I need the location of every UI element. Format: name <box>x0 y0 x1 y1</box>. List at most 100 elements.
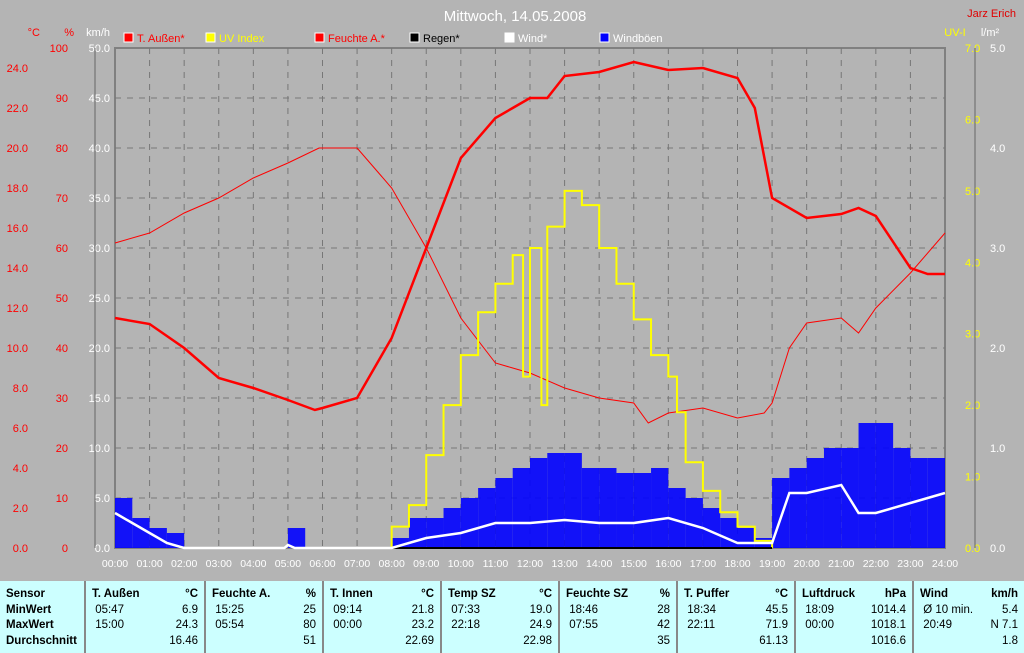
cell: Feuchte A. <box>212 588 271 600</box>
cell: Ø 10 min. <box>920 603 974 616</box>
cell: 07:55 <box>566 619 598 631</box>
table-column: Feuchte A.% 15:25 25 05:54 80 51 <box>206 581 324 653</box>
gust-bar <box>858 423 876 548</box>
cell: 24.3 <box>175 619 198 631</box>
cell: 00:00 <box>802 619 834 631</box>
cell: 22.69 <box>405 634 434 647</box>
x-tick-label: 04:00 <box>240 558 266 570</box>
gust-bar <box>875 423 894 548</box>
axis-tick-temp: 18.0 <box>7 183 28 195</box>
gust-bar <box>391 538 409 548</box>
cell: 71.9 <box>765 619 788 631</box>
x-tick-label: 20:00 <box>794 558 820 570</box>
cell: °C <box>185 588 198 600</box>
axis-tick-wind: 45.0 <box>89 93 110 105</box>
gust-bar <box>910 458 928 548</box>
axis-tick-rain: 2.0 <box>990 343 1005 355</box>
axis-tick-wind: 10.0 <box>89 443 110 455</box>
axis-tick-hum: 100 <box>50 43 68 55</box>
axis-tick-hum: 70 <box>56 193 68 205</box>
legend-label: T. Außen* <box>137 33 185 45</box>
cell: 24.9 <box>529 619 552 631</box>
cell: 20:49 <box>920 619 952 631</box>
gust-bar <box>927 458 945 548</box>
gust-bar <box>737 528 755 548</box>
axis-title-rain: l/m² <box>981 27 1000 39</box>
table-column: Wind km/h Ø 10 min. 5.4 20:49 N 7.1 1.8 <box>914 581 1024 653</box>
axis-tick-hum: 40 <box>56 343 68 355</box>
cell: 23.2 <box>411 619 434 631</box>
cell: 16.46 <box>169 634 198 647</box>
axis-tick-hum: 30 <box>56 393 68 405</box>
axis-tick-wind: 40.0 <box>89 143 110 155</box>
cell: 80 <box>303 619 316 631</box>
cell: Wind <box>920 588 948 600</box>
x-tick-label: 00:00 <box>102 558 128 570</box>
cell: km/h <box>991 588 1018 600</box>
cell: 42 <box>657 619 670 631</box>
axis-tick-temp: 20.0 <box>7 143 28 155</box>
x-tick-label: 01:00 <box>136 558 162 570</box>
axis-tick-hum: 90 <box>56 93 68 105</box>
table-column: T. Puffer °C 18:34 45.5 22:11 71.9 61.13 <box>678 581 796 653</box>
x-tick-label: 18:00 <box>724 558 750 570</box>
cell: Feuchte SZ <box>566 588 628 600</box>
axis-tick-hum: 50 <box>56 293 68 305</box>
cell: T. Außen <box>92 588 140 600</box>
x-tick-label: 09:00 <box>413 558 439 570</box>
axis-tick-temp: 10.0 <box>7 343 28 355</box>
gust-bar <box>668 488 686 548</box>
axis-tick-rain: 4.0 <box>990 143 1005 155</box>
cell: Luftdruck <box>802 588 856 600</box>
x-tick-label: 17:00 <box>690 558 716 570</box>
gust-bar <box>547 453 565 548</box>
row-label: MaxWert <box>6 619 54 631</box>
axis-tick-temp: 14.0 <box>7 263 28 275</box>
cell: 19.0 <box>529 603 552 616</box>
gust-bar <box>599 468 617 548</box>
cell: 1018.1 <box>870 619 906 631</box>
axis-tick-rain: 0.0 <box>990 543 1005 555</box>
gust-bar <box>495 478 513 548</box>
axis-title-wind: km/h <box>86 27 110 39</box>
cell: % <box>305 588 316 600</box>
row-label: Durchschnitt <box>6 634 77 647</box>
axis-tick-hum: 10 <box>56 493 68 505</box>
x-tick-label: 16:00 <box>655 558 681 570</box>
x-tick-label: 24:00 <box>932 558 958 570</box>
axis-tick-wind: 50.0 <box>89 43 110 55</box>
axis-tick-temp: 2.0 <box>13 503 28 515</box>
table-column: Sensor MinWert MaxWert Durchschnitt <box>0 581 86 653</box>
cell: 21.8 <box>411 603 434 616</box>
axis-tick-hum: 0 <box>62 543 68 555</box>
gust-bar <box>115 498 133 548</box>
gust-bar <box>426 518 444 548</box>
stats-table: Sensor MinWert MaxWert Durchschnitt T. Außen… <box>0 581 1024 653</box>
axis-tick-wind: 15.0 <box>89 393 110 405</box>
x-tick-label: 02:00 <box>171 558 197 570</box>
x-tick-label: 03:00 <box>206 558 232 570</box>
axis-tick-temp: 8.0 <box>13 383 28 395</box>
cell: hPa <box>884 588 906 600</box>
gust-bar <box>581 468 600 548</box>
cell: 35 <box>657 634 670 647</box>
axis-tick-temp: 24.0 <box>7 63 28 75</box>
axis-tick-wind: 20.0 <box>89 343 110 355</box>
series-line-feuchte-a- <box>114 147 946 424</box>
gust-bar <box>512 468 530 548</box>
gust-bar <box>132 518 150 548</box>
axis-tick-wind: 30.0 <box>89 243 110 255</box>
cell: °C <box>775 588 788 600</box>
axis-tick-uv: 0.0 <box>965 543 980 555</box>
cell: 18:46 <box>566 603 598 616</box>
cell: 6.9 <box>182 603 198 616</box>
x-tick-label: 10:00 <box>448 558 474 570</box>
axis-tick-uv: 5.0 <box>965 186 980 198</box>
axis-tick-uv: 6.0 <box>965 114 980 126</box>
axis-tick-hum: 80 <box>56 143 68 155</box>
x-tick-label: 11:00 <box>483 558 509 570</box>
legend-swatch <box>409 32 420 43</box>
gust-bar <box>789 468 807 548</box>
legend-label: Feuchte A.* <box>328 33 386 45</box>
cell: 1016.6 <box>870 634 906 647</box>
